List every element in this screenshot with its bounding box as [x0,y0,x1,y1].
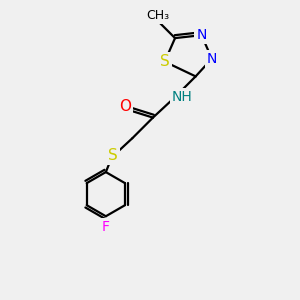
Text: CH₃: CH₃ [146,9,169,22]
Text: S: S [160,54,169,69]
Text: N: N [207,52,217,66]
Text: S: S [108,148,118,163]
Text: F: F [102,220,110,234]
Text: NH: NH [172,90,193,104]
Text: N: N [196,28,207,42]
Text: O: O [119,99,131,114]
